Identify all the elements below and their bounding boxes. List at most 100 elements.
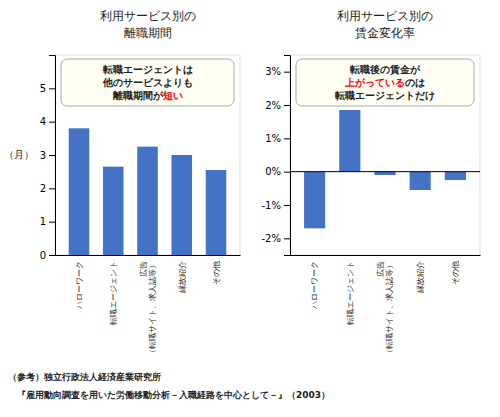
- annotation-line: 転職エージェントだけ: [334, 90, 435, 102]
- tick-mark: [49, 155, 55, 156]
- tick-mark: [284, 172, 290, 173]
- annotation-line: 転職エージェントは: [102, 64, 193, 75]
- tick-mark: [284, 205, 290, 206]
- tick-label: 0: [40, 250, 46, 261]
- annotation: 転職エージェントは他のサービスよりも離職期間が短い: [61, 59, 234, 106]
- bar: [69, 128, 90, 255]
- bar: [206, 170, 227, 255]
- tick-label-line: 縁故紹介: [416, 261, 425, 294]
- tick-label-line: （転職サイト、求人誌等）: [148, 261, 157, 357]
- tick-mark: [49, 88, 55, 89]
- annotation-text: 転職後の賃金が: [349, 64, 421, 75]
- annotation-text: 短い: [162, 90, 183, 101]
- tick-mark: [284, 72, 290, 73]
- bar: [137, 147, 158, 255]
- annotation-text: 上がっている: [344, 77, 405, 88]
- tick-label: 転職エージェント: [109, 261, 118, 325]
- annotation-text: 他のサービスよりも: [102, 77, 193, 88]
- axis-line: [284, 56, 291, 256]
- tick-label: -2%: [262, 233, 281, 244]
- tick-label: 広告（転職サイト、求人誌等）: [376, 261, 394, 357]
- axis-line: [49, 56, 56, 256]
- tick-label-line: 転職エージェント: [346, 261, 355, 325]
- x-tick: 広告（転職サイト、求人誌等）: [376, 261, 394, 357]
- tick-label: その他: [451, 261, 460, 285]
- y-tick: 1: [40, 216, 55, 227]
- bar: [445, 172, 466, 180]
- x-axis: ハローワーク 転職エージェント 広告（転職サイト、求人誌等） 縁故紹介 その他: [291, 256, 481, 358]
- subtitle: 賃金変化率: [355, 26, 415, 40]
- annotation-line: 上がっているのは: [344, 77, 425, 88]
- annotation-text: のは: [405, 77, 425, 88]
- x-tick: 広告（転職サイト、求人誌等）: [139, 261, 157, 357]
- x-tick: 転職エージェント: [109, 261, 118, 325]
- tick-label: 3: [40, 150, 46, 161]
- tick-label: 縁故紹介: [178, 261, 187, 294]
- tick-label: 1%: [265, 133, 281, 144]
- annotation-line: 離職期間が短い: [112, 90, 183, 101]
- title: 利用サービス別の: [337, 9, 433, 23]
- annotation-line: 他のサービスよりも: [102, 77, 193, 88]
- y-tick: -2%: [262, 233, 290, 244]
- tick-label-line: ハローワーク: [310, 261, 319, 310]
- bar: [339, 110, 360, 172]
- subtitle: 離職期間: [124, 26, 172, 40]
- x-tick: 転職エージェント: [346, 261, 355, 325]
- plot-frame: [290, 55, 480, 255]
- x-tick: 縁故紹介: [416, 261, 425, 294]
- tick-label-line: 広告: [139, 261, 148, 277]
- footer-text: （参考）独立行政法人経済産業研究所: [8, 372, 161, 382]
- panel: -2% -1% 0% 1% 2% 3% ハローワーク 転職エージェント 広告（転職サイト、求人誌…: [262, 9, 481, 357]
- chart-canvas: 012345ハローワーク転職エージェント広告（転職サイト、求人誌等）縁故紹介その…: [0, 0, 500, 417]
- bar: [171, 155, 192, 255]
- tick-label: 4: [40, 116, 46, 127]
- footer: （参考）独立行政法人経済産業研究所 『雇用動向調査を用いた労働移動分析－入職経路…: [8, 372, 330, 400]
- bar: [304, 172, 325, 229]
- x-tick: ハローワーク: [75, 261, 84, 310]
- tick-label-line: 広告: [376, 261, 385, 277]
- x-tick: その他: [451, 261, 460, 285]
- tick-mark: [284, 105, 290, 106]
- annotation-line: 転職後の賃金が: [349, 64, 421, 75]
- tick-label: 3%: [265, 66, 281, 77]
- tick-label: 2: [40, 183, 46, 194]
- tick-label: 2%: [265, 100, 281, 111]
- tick-label: ハローワーク: [310, 261, 319, 310]
- panel: 0 1 2 3 4 5 ハローワーク 転職エージェント 広告（転職サイト、求人誌等） 縁故紹介 その…: [4, 9, 241, 357]
- zero-line: [290, 171, 480, 172]
- annotation-text: 転職エージェントだけ: [334, 90, 435, 102]
- y-tick: -1%: [262, 200, 290, 211]
- y-tick: 0%: [265, 166, 290, 177]
- tick-label: -1%: [262, 200, 281, 211]
- tick-label-line: 転職エージェント: [109, 261, 118, 325]
- tick-label: 転職エージェント: [346, 261, 355, 325]
- x-tick: その他: [212, 261, 221, 285]
- x-axis: ハローワーク 転職エージェント 広告（転職サイト、求人誌等） 縁故紹介 その他: [56, 256, 241, 358]
- tick-label: 縁故紹介: [416, 261, 425, 294]
- tick-label: 1: [40, 216, 46, 227]
- y-tick: 2: [40, 183, 55, 194]
- tick-label-line: ハローワーク: [75, 261, 84, 310]
- y-label: （月）: [4, 149, 34, 160]
- y-axis: -2% -1% 0% 1% 2% 3%: [262, 56, 291, 256]
- annotation-text: 転職エージェントは: [102, 64, 193, 75]
- tick-mark: [49, 222, 55, 223]
- tick-mark: [49, 122, 55, 123]
- y-tick: 1%: [265, 133, 290, 144]
- tick-label-line: その他: [451, 261, 460, 285]
- footer-text: 『雇用動向調査を用いた労働移動分析－入職経路を中心として－』（2003）: [8, 390, 330, 400]
- tick-mark: [284, 138, 290, 139]
- bar: [103, 167, 124, 255]
- bars: [69, 128, 227, 255]
- plot-frame: [55, 55, 240, 255]
- axis-line: [56, 255, 241, 256]
- tick-mark: [49, 188, 55, 189]
- annotation-box: [61, 59, 234, 106]
- tick-label-line: （転職サイト、求人誌等）: [385, 261, 394, 357]
- y-tick: 0: [40, 250, 55, 261]
- y-tick: 4: [40, 116, 55, 127]
- tick-label-line: その他: [212, 261, 221, 285]
- tick-label-line: 縁故紹介: [178, 261, 187, 294]
- tick-label: 5: [40, 83, 46, 94]
- y-axis: 0 1 2 3 4 5: [40, 56, 56, 261]
